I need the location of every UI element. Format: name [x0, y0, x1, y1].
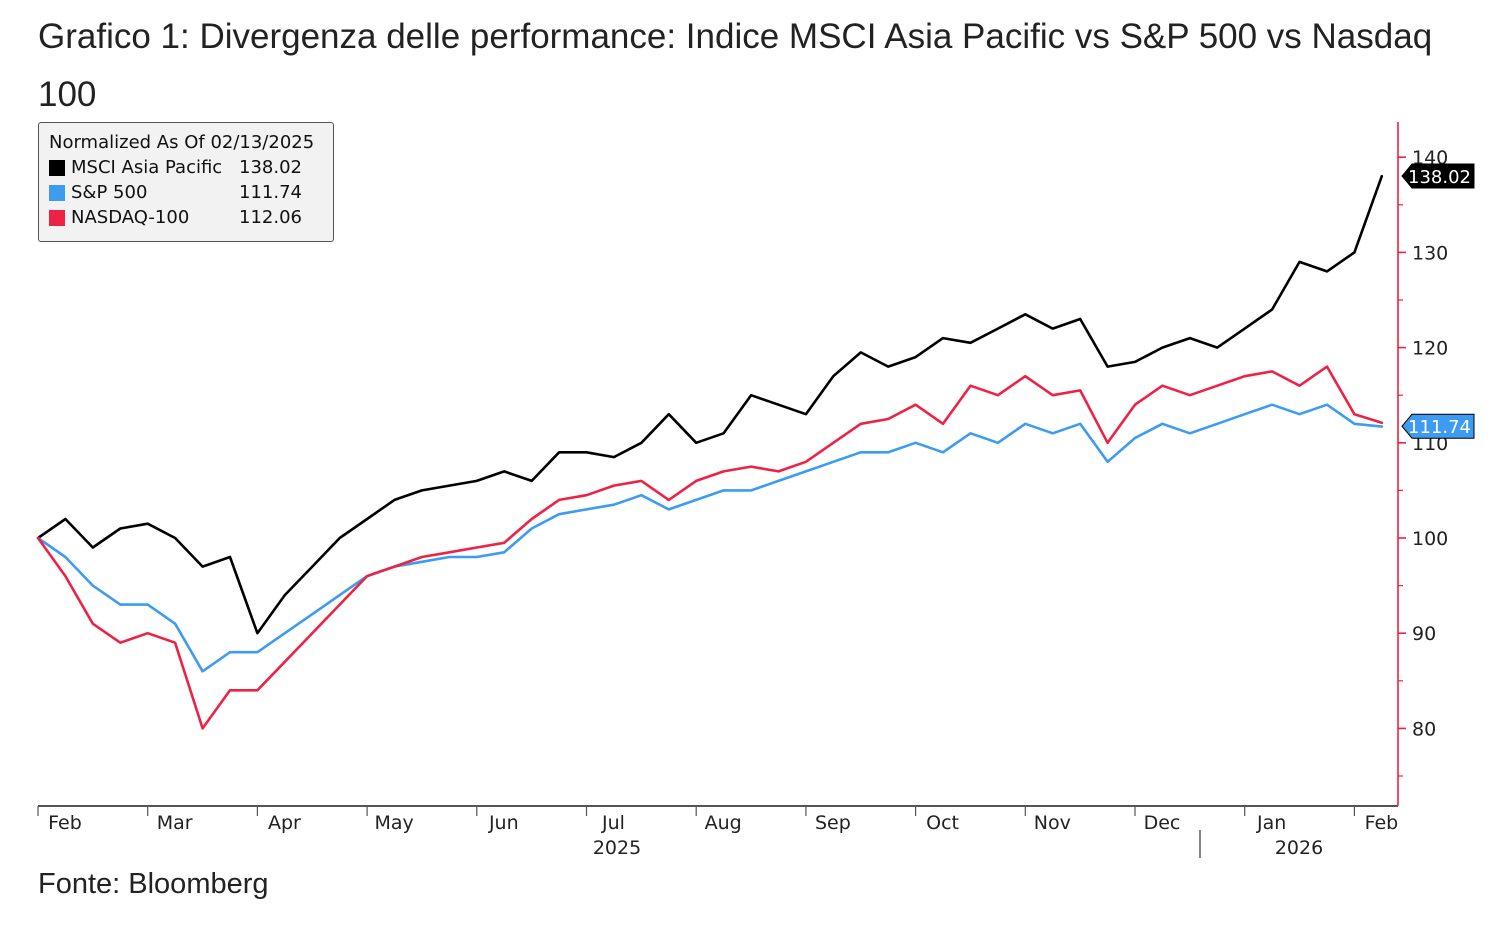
sp500-last-value-tag	[1401, 413, 1475, 439]
legend: Normalized As Of 02/13/2025 MSCI Asia Pa…	[38, 122, 334, 242]
x-tick-label: Sep	[815, 812, 851, 834]
x-year-label: 2025	[593, 837, 641, 859]
x-year-label: 2026	[1275, 837, 1323, 859]
x-tick-label: Oct	[926, 812, 959, 834]
x-tick-label: Dec	[1144, 812, 1181, 834]
legend-item-name: NASDAQ-100	[71, 207, 190, 228]
series-line	[36, 174, 1384, 635]
legend-item: MSCI Asia Pacific 138.02	[49, 155, 323, 180]
legend-swatch	[49, 159, 65, 176]
x-tick-label: Apr	[268, 812, 301, 834]
legend-item-name: S&P 500	[71, 182, 148, 203]
x-tick-label: May	[374, 812, 413, 834]
series-line	[36, 365, 1384, 730]
x-tick-label: Feb	[1365, 812, 1399, 834]
legend-item-value: 138.02	[239, 157, 302, 178]
source-note: Fonte: Bloomberg	[38, 868, 269, 900]
x-tick-label: Mar	[157, 812, 193, 834]
legend-item: S&P 500 111.74	[49, 180, 323, 205]
chart-title: Grafico 1: Divergenza delle performance:…	[38, 17, 1433, 114]
legend-swatch	[49, 209, 65, 226]
msci-last-value-tag-label: 138.02	[1408, 167, 1471, 188]
y-tick-label: 90	[1412, 623, 1436, 645]
x-tick-label: Jan	[1256, 812, 1286, 834]
legend-item-value: 112.06	[239, 207, 302, 228]
legend-swatch	[49, 184, 65, 201]
x-tick-label: Feb	[48, 812, 82, 834]
legend-item-value: 111.74	[239, 182, 302, 203]
y-tick-label: 130	[1412, 242, 1448, 264]
y-tick-label: 80	[1412, 718, 1436, 740]
x-tick-label: Jul	[601, 812, 625, 834]
series-line	[36, 403, 1384, 673]
legend-header: Normalized As Of 02/13/2025	[49, 132, 315, 153]
x-tick-label: Nov	[1034, 812, 1071, 834]
y-tick-label: 100	[1412, 528, 1448, 550]
legend-item: NASDAQ-100 112.06	[49, 205, 323, 230]
x-tick-label: Jun	[488, 812, 519, 834]
y-tick-label: 120	[1412, 338, 1448, 360]
msci-last-value-tag	[1401, 163, 1475, 189]
x-tick-label: Aug	[705, 812, 742, 834]
sp500-last-value-tag-label: 111.74	[1408, 417, 1471, 438]
legend-item-name: MSCI Asia Pacific	[71, 157, 223, 178]
